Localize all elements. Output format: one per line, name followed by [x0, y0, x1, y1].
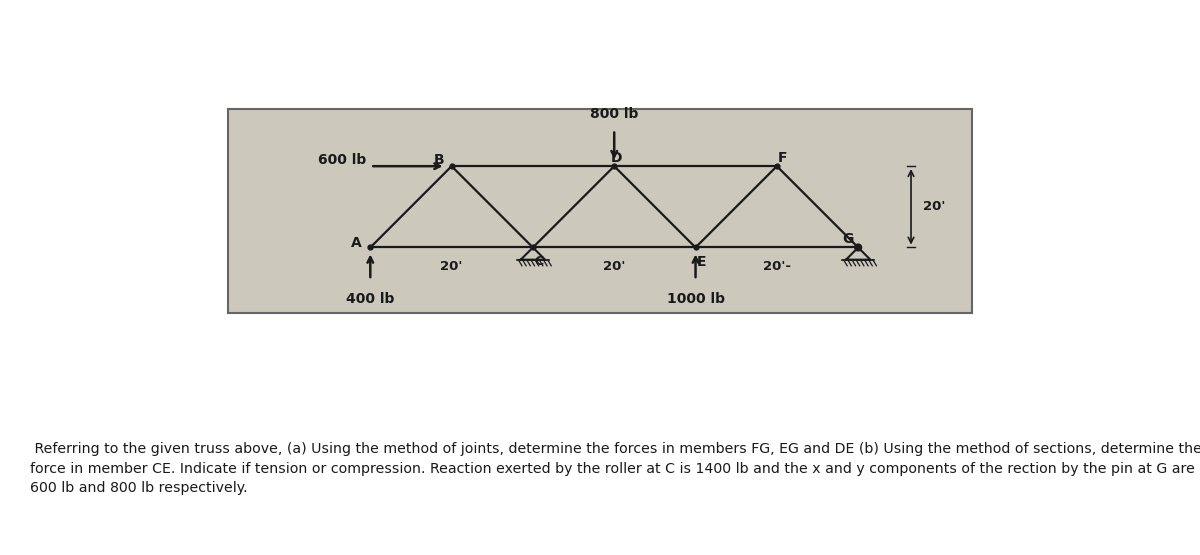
- Text: 20': 20': [440, 260, 463, 273]
- Text: 20': 20': [604, 260, 625, 273]
- Text: 1000 lb: 1000 lb: [666, 292, 725, 306]
- Text: G: G: [842, 233, 853, 246]
- Text: 20': 20': [923, 200, 946, 213]
- Text: D: D: [611, 151, 622, 165]
- Text: C: C: [534, 255, 544, 268]
- Text: 800 lb: 800 lb: [590, 108, 638, 122]
- Text: Referring to the given truss above, (a) Using the method of joints, determine th: Referring to the given truss above, (a) …: [30, 442, 1200, 495]
- Text: A: A: [350, 236, 361, 250]
- Text: B: B: [434, 153, 445, 167]
- Text: 20'-: 20'-: [763, 260, 791, 273]
- Text: F: F: [779, 151, 787, 165]
- Text: 600 lb: 600 lb: [318, 153, 366, 167]
- Text: E: E: [697, 255, 707, 269]
- Text: 400 lb: 400 lb: [346, 292, 395, 306]
